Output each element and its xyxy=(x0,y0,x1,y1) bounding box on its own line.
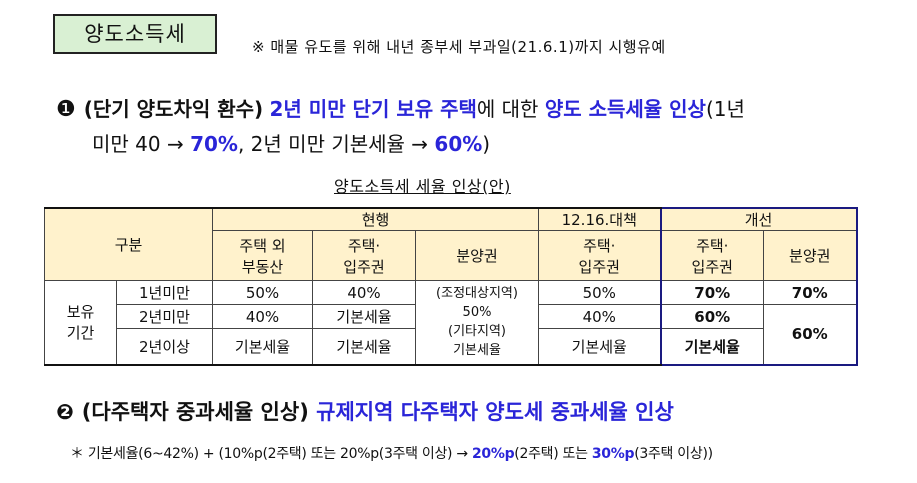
cell-presale-current: (조정대상지역) 50% (기타지역) 기본세율 xyxy=(415,280,539,366)
item-1-text-end: (1년 xyxy=(705,97,745,121)
item-1-highlight-raise: 양도 소득세율 인상 xyxy=(544,97,706,121)
top-note: ※ 매물 유도를 위해 내년 종부세 부과일(21.6.1)까지 시행유예 xyxy=(252,38,666,56)
header-current: 현행 xyxy=(212,207,539,231)
row-period: 2년미만 xyxy=(116,304,213,329)
header-non-housing: 주택 외 부동산 xyxy=(212,230,313,281)
header-presale: 분양권 xyxy=(415,230,539,281)
cell-revised-presale: 70% xyxy=(763,280,858,305)
cell-housing: 기본세율 xyxy=(312,304,416,329)
item-1-line2-a: 미만 40 → xyxy=(92,132,184,156)
cell-housing: 40% xyxy=(312,280,416,305)
cell-revised-presale: 60% xyxy=(763,304,858,366)
row-period: 2년이상 xyxy=(116,328,213,366)
item-2-heading: (다주택자 중과세율 인상) xyxy=(81,400,309,424)
item-1-line2-e: ) xyxy=(482,132,491,156)
item-2-number: ❷ xyxy=(56,400,74,424)
cell-non-housing: 40% xyxy=(212,304,313,329)
row-group-holding-period: 보유 기간 xyxy=(44,280,117,366)
footnote-c: (2주택) 또는 xyxy=(514,446,588,462)
header-dec16: 12.16.대책 xyxy=(538,207,661,231)
item-1-line2-c: , 2년 미만 기본세율 → xyxy=(237,132,429,156)
header-revised: 개선 xyxy=(659,207,858,231)
header-revised-presale: 분양권 xyxy=(763,230,858,281)
item-1-text: 에 대한 xyxy=(476,97,539,121)
tax-rate-table: 구분 현행 12.16.대책 개선 주택 외 부동산 주택· 입주권 분양권 주택·… xyxy=(44,207,858,366)
item-1-line-2: 미만 40 → 70%, 2년 미만 기본세율 → 60%) xyxy=(56,127,896,162)
item-1-line-1: ❶ (단기 양도차익 환수) 2년 미만 단기 보유 주택에 대한 양도 소득세율… xyxy=(56,92,896,127)
header-category: 구분 xyxy=(44,207,213,281)
header-dec16-housing: 주택· 입주권 xyxy=(538,230,661,281)
item-1-rate-70: 70% xyxy=(190,132,238,156)
table-title: 양도소득세 세율 인상(안) xyxy=(334,177,511,196)
footnote-a: ＊ 기본세율(6~42%) + (10%p(2주택) 또는 20%p(3주택 이… xyxy=(70,446,468,462)
item-2-highlight: 규제지역 다주택자 양도세 중과세율 인상 xyxy=(316,400,674,424)
item-1-highlight-target: 2년 미만 단기 보유 주택 xyxy=(269,97,477,121)
section-title: 양도소득세 xyxy=(53,14,217,54)
cell-revised-housing: 기본세율 xyxy=(659,328,764,366)
cell-non-housing: 50% xyxy=(212,280,313,305)
footnote-rate-30: 30%p xyxy=(591,446,635,462)
item-1: ❶ (단기 양도차익 환수) 2년 미만 단기 보유 주택에 대한 양도 소득세율… xyxy=(56,92,896,162)
header-housing: 주택· 입주권 xyxy=(312,230,416,281)
cell-dec16: 40% xyxy=(538,304,661,329)
header-revised-housing: 주택· 입주권 xyxy=(659,230,764,281)
footnote-e: (3주택 이상)) xyxy=(634,446,713,462)
item-1-number: ❶ xyxy=(56,97,76,122)
item-1-rate-60: 60% xyxy=(434,132,483,156)
item-2: ❷ (다주택자 중과세율 인상) 규제지역 다주택자 양도세 중과세율 인상 xyxy=(56,396,674,426)
cell-revised-housing: 60% xyxy=(659,304,764,329)
footnote: ＊ 기본세율(6~42%) + (10%p(2주택) 또는 20%p(3주택 이… xyxy=(70,443,713,463)
cell-dec16: 50% xyxy=(538,280,661,305)
cell-housing: 기본세율 xyxy=(312,328,416,366)
row-period: 1년미만 xyxy=(116,280,213,305)
cell-non-housing: 기본세율 xyxy=(212,328,313,366)
footnote-rate-20: 20%p xyxy=(471,446,515,462)
cell-revised-housing: 70% xyxy=(659,280,764,305)
cell-dec16: 기본세율 xyxy=(538,328,661,366)
item-1-heading: (단기 양도차익 환수) xyxy=(83,97,264,121)
